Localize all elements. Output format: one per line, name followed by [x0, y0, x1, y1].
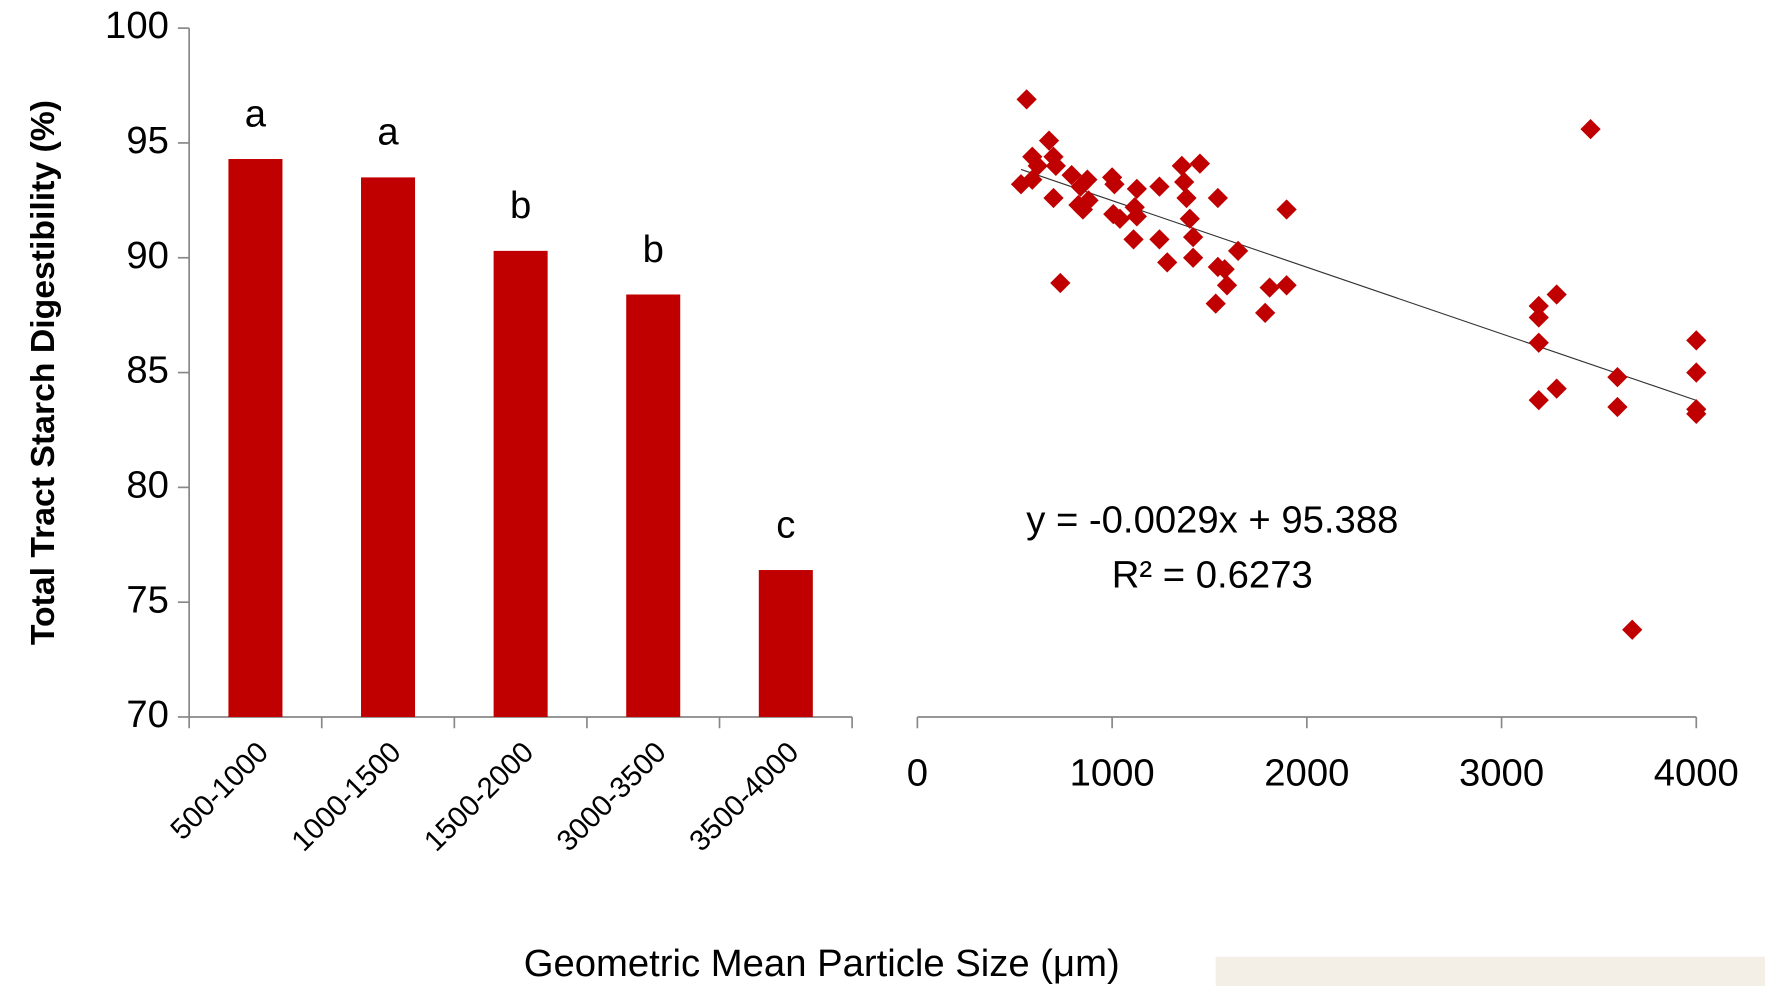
scatter-point: [1126, 206, 1147, 227]
y-tick-label: 80: [126, 463, 169, 506]
scatter-point: [1528, 295, 1549, 317]
y-tick-label: 85: [126, 349, 169, 392]
bar: [228, 159, 283, 717]
scatter-point: [1189, 153, 1211, 174]
scatter-point: [1528, 389, 1549, 411]
bar: [626, 294, 681, 717]
scatter-point: [1580, 119, 1601, 140]
y-tick-label: 75: [126, 578, 169, 621]
scatter-point: [1216, 275, 1238, 296]
scatter-point: [1607, 396, 1628, 418]
scatter-point: [1109, 208, 1131, 229]
scatter-point: [1686, 362, 1707, 383]
scatter-point: [1182, 226, 1204, 248]
scatter-point: [1528, 332, 1549, 353]
scatter-point: [1255, 302, 1276, 323]
scatter-point: [1546, 284, 1567, 305]
x-tick-label: 2000: [1264, 752, 1349, 795]
scatter-point: [1686, 403, 1707, 425]
scatter-point: [1061, 164, 1082, 186]
x-tick-label: 4000: [1654, 752, 1739, 795]
r-squared: R² = 0.6273: [1112, 554, 1313, 597]
scatter-point: [1157, 252, 1178, 273]
x-tick-label: 1000-1500: [286, 736, 408, 858]
scatter-point: [1276, 275, 1297, 296]
scatter-point: [1078, 190, 1099, 211]
x-tick-label: 3500-4000: [684, 736, 806, 858]
scatter-point: [1104, 174, 1125, 195]
scatter-point: [1016, 89, 1037, 110]
scatter-point: [1045, 155, 1066, 177]
scatter-point: [1622, 619, 1643, 640]
x-tick-label: 0: [907, 752, 928, 795]
x-tick-label: 500-1000: [165, 736, 275, 846]
scatter-point: [1149, 229, 1170, 250]
scatter-point: [1171, 155, 1192, 177]
scatter-point: [1205, 293, 1226, 314]
scatter-point: [1176, 187, 1197, 209]
bar: [493, 250, 548, 717]
scatter-point: [1182, 247, 1204, 268]
trendline: [1020, 168, 1697, 401]
x-tick-label: 1000: [1070, 752, 1155, 795]
significance-letter: b: [643, 228, 664, 271]
scatter-point: [1686, 330, 1707, 351]
y-tick-label: 70: [126, 693, 169, 736]
y-tick-label: 90: [126, 234, 169, 277]
scatter-point: [1174, 171, 1195, 193]
scatter-point: [1038, 130, 1060, 151]
scatter-point: [1050, 272, 1071, 294]
y-axis-label: Total Tract Starch Digestibility (%): [24, 100, 62, 645]
scatter-point: [1043, 146, 1064, 167]
significance-letter: a: [245, 92, 267, 135]
scatter-point: [1179, 208, 1200, 229]
scatter-point: [1227, 240, 1249, 261]
scatter-point: [1149, 176, 1170, 197]
x-tick-label: 1500-2000: [419, 736, 541, 858]
scatter-point: [1043, 187, 1064, 209]
x-axis-label: Geometric Mean Particle Size (μm): [524, 942, 1120, 985]
x-tick-label: 3000-3500: [551, 736, 673, 858]
significance-letter: b: [510, 184, 531, 227]
bar: [361, 177, 416, 717]
scatter-point: [1276, 199, 1297, 220]
scatter-point: [1259, 277, 1280, 298]
scatter-point: [1027, 155, 1048, 177]
scatter-point: [1607, 367, 1628, 388]
scatter-point: [1123, 229, 1144, 250]
y-tick-label: 100: [105, 4, 169, 47]
y-tick-label: 95: [126, 119, 169, 162]
bar: [758, 570, 813, 717]
significance-letter: c: [776, 503, 795, 546]
logo-strip: [1215, 956, 1765, 986]
x-tick-label: 3000: [1459, 752, 1544, 795]
scatter-point: [1546, 378, 1567, 399]
significance-letter: a: [377, 111, 399, 154]
scatter-point: [1528, 307, 1549, 328]
scatter-point: [1126, 178, 1147, 200]
scatter-point: [1207, 187, 1228, 209]
trend-equation: y = -0.0029x + 95.388: [1026, 498, 1398, 541]
scatter-point: [1077, 169, 1098, 190]
